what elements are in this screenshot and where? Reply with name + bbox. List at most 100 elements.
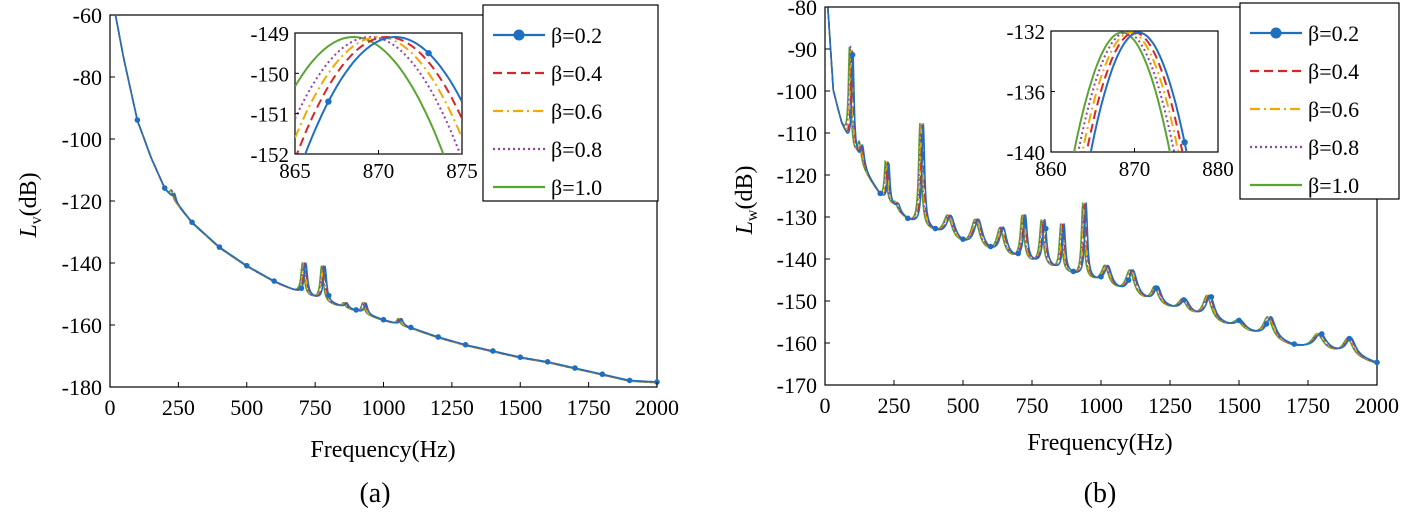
legend-box-a (482, 4, 659, 202)
y-tick-label: -60 (73, 3, 102, 28)
series-marker (877, 190, 883, 197)
series-marker (1236, 317, 1242, 324)
y-tick-label: -160 (62, 313, 102, 338)
x-tick-label: 2000 (635, 395, 679, 420)
legend-label-beta-1: β=0.4 (551, 61, 602, 86)
inset-line-beta-4 (295, 35, 445, 154)
legend-label-beta-4: β=1.0 (1308, 173, 1359, 198)
y-tick-label: -80 (788, 0, 817, 20)
legend-items-a: β=0.2 β=0.4 β=0.6 β=0.8 β=1.0 (493, 23, 602, 200)
panel-a: -60 -80 -100 -120 -140 -160 -180 0 250 500 750 100… (16, 3, 679, 509)
y-tick-label: -140 (62, 251, 102, 276)
inset-x-ticks-b: 860 870 880 (1035, 148, 1234, 181)
inset-line-beta-3 (295, 35, 462, 154)
inset-marker (325, 98, 332, 105)
inset-y-tick-label: -150 (251, 62, 290, 86)
series-marker (189, 219, 195, 226)
series-marker (1346, 335, 1353, 342)
inset-marker (1081, 183, 1087, 189)
inset-b: -132 -136 -140 860 870 880 (1007, 20, 1234, 189)
x-tick-label: 1750 (1286, 393, 1330, 418)
inset-x-tick-label: 870 (363, 159, 395, 183)
series-marker (1098, 273, 1104, 280)
series-marker (1263, 321, 1270, 327)
x-axis-label-b: Frequency(Hz) (1027, 430, 1172, 456)
x-tick-label: 1000 (1079, 393, 1123, 418)
inset-x-tick-label: 875 (446, 159, 478, 183)
legend-label-beta-0: β=0.2 (1308, 21, 1359, 46)
inset-y-tick-label: -151 (251, 103, 290, 127)
legend-label-beta-2: β=0.6 (1308, 97, 1359, 122)
legend-label-beta-1: β=0.4 (1308, 59, 1359, 84)
series-marker (654, 379, 660, 385)
series-marker (849, 51, 856, 58)
legend-label-beta-4: β=1.0 (551, 175, 602, 200)
x-tick-label: 500 (947, 393, 980, 418)
y-tick-label: -140 (777, 247, 817, 272)
series-marker (298, 285, 305, 292)
y-tick-label: -90 (788, 37, 817, 62)
series-marker (271, 278, 277, 284)
inset-y-tick-label: -152 (251, 143, 290, 167)
series-group-b (827, 6, 1380, 366)
series-marker (572, 365, 578, 371)
inset-a: -149 -150 -151 -152 865 870 875 (251, 22, 478, 183)
series-marker (1374, 359, 1380, 366)
x-tick-label: 1250 (430, 395, 474, 420)
x-tick-label: 250 (878, 393, 911, 418)
legend-label-beta-2: β=0.6 (551, 99, 602, 124)
y-tick-label: -100 (777, 79, 817, 104)
inset-marker (1181, 139, 1188, 146)
inset-clip (1073, 31, 1188, 189)
inset-series-b (1073, 31, 1188, 189)
x-tick-label: 750 (299, 395, 332, 420)
series-marker (134, 117, 141, 123)
caption-b: (b) (1084, 478, 1117, 509)
series-marker (987, 243, 994, 250)
series-marker (1208, 294, 1215, 300)
inset-line-beta-0 (1089, 31, 1188, 152)
x-tick-label: 0 (820, 393, 831, 418)
inset-y-tick-label: -149 (251, 22, 290, 46)
inset-y-ticks-a: -149 -150 -151 -152 (251, 22, 299, 167)
legend-b: β=0.2 β=0.4 β=0.6 β=0.8 β=1.0 (1239, 2, 1400, 200)
series-marker (1319, 331, 1325, 337)
series-marker (1043, 225, 1049, 232)
inset-line-beta-2 (295, 35, 462, 139)
series-marker (243, 262, 250, 269)
series-marker (380, 316, 387, 323)
x-tick-label: 1500 (498, 395, 542, 420)
inset-marker (425, 49, 432, 57)
inset-clip (295, 35, 462, 154)
y-tick-label: -120 (62, 189, 102, 214)
x-tick-label: 1000 (362, 395, 406, 420)
series-marker (1153, 285, 1159, 291)
inset-y-tick-label: -132 (1007, 20, 1046, 44)
series-marker (435, 334, 442, 340)
inset-y-tick-label: -136 (1007, 81, 1046, 105)
inset-line-beta-4 (1073, 31, 1171, 152)
inset-x-tick-label: 880 (1202, 157, 1234, 181)
x-tick-label: 0 (105, 395, 116, 420)
panel-b: -80 -90 -100 -110 -120 -130 -140 -150 -160 -170 0… (732, 0, 1400, 509)
series-marker (1291, 341, 1297, 347)
series-marker (517, 354, 524, 360)
y-tick-label: -100 (62, 127, 102, 152)
y-tick-label: -150 (777, 289, 817, 314)
y-tick-label: -130 (777, 205, 817, 230)
series-marker (408, 324, 414, 331)
y-ticks-b: -80 -90 -100 -110 -120 -130 -140 -150 -160 -170 (777, 0, 830, 398)
inset-series-a (295, 35, 462, 154)
x-tick-label: 1250 (1148, 393, 1192, 418)
y-axis-label-a: Lv(dB) (16, 172, 45, 238)
series-marker (932, 225, 939, 232)
series-marker (544, 359, 551, 365)
series-marker (960, 236, 966, 242)
series-marker (216, 244, 223, 250)
series-marker (161, 185, 168, 191)
caption-a: (a) (359, 478, 390, 509)
series-marker (462, 341, 469, 348)
series-marker (326, 292, 332, 299)
legend-a: β=0.2 β=0.4 β=0.6 β=0.8 β=1.0 (482, 4, 659, 202)
